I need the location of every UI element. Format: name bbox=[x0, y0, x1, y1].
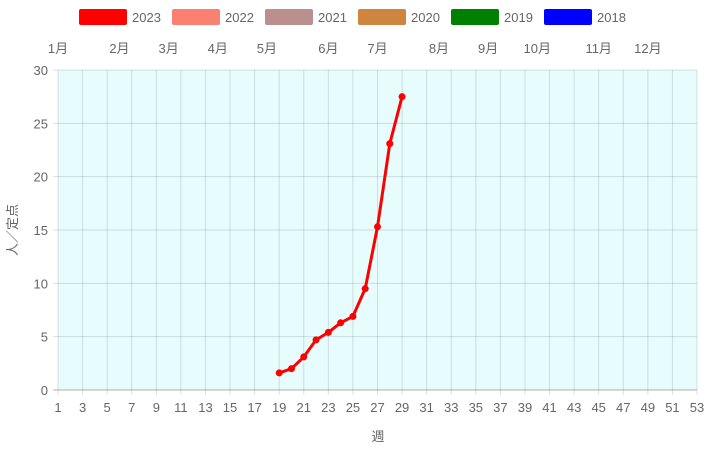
y-tick-label: 30 bbox=[34, 63, 48, 78]
data-point-2023 bbox=[398, 93, 406, 101]
x-tick-label: 43 bbox=[567, 400, 581, 415]
month-tick-label: 1月 bbox=[48, 41, 68, 56]
data-point-2023 bbox=[337, 319, 345, 327]
x-tick-label: 45 bbox=[591, 400, 605, 415]
month-tick-label: 6月 bbox=[318, 41, 338, 56]
x-tick-label: 41 bbox=[542, 400, 556, 415]
x-tick-label: 47 bbox=[616, 400, 630, 415]
x-tick-label: 19 bbox=[272, 400, 286, 415]
month-axis: 1月 2月 3月 4月 5月 6月 7月 8月 9月 10月 11月 12月 bbox=[48, 41, 662, 56]
x-tick-label: 39 bbox=[518, 400, 532, 415]
x-tick-label: 23 bbox=[321, 400, 335, 415]
grid bbox=[53, 69, 698, 395]
y-tick-label: 25 bbox=[34, 116, 48, 131]
x-tick-label: 21 bbox=[297, 400, 311, 415]
month-tick-label: 11月 bbox=[585, 41, 612, 56]
month-tick-label: 12月 bbox=[634, 41, 661, 56]
month-tick-label: 7月 bbox=[367, 41, 387, 56]
x-tick-label: 29 bbox=[395, 400, 409, 415]
x-tick-label: 25 bbox=[346, 400, 360, 415]
x-tick-label: 7 bbox=[128, 400, 135, 415]
legend-swatch-2020 bbox=[358, 9, 406, 25]
x-tick-label: 11 bbox=[174, 400, 188, 415]
x-tick-label: 9 bbox=[153, 400, 160, 415]
x-tick-label: 15 bbox=[223, 400, 237, 415]
x-tick-label: 13 bbox=[198, 400, 212, 415]
y-tick-label: 15 bbox=[34, 223, 48, 238]
x-tick-label: 31 bbox=[419, 400, 433, 415]
y-tick-label: 5 bbox=[41, 330, 48, 345]
legend-swatch-2018 bbox=[544, 9, 592, 25]
legend-swatch-2023 bbox=[79, 9, 127, 25]
data-point-2023 bbox=[275, 369, 283, 377]
y-tick-label: 0 bbox=[41, 383, 48, 398]
y-tick-label: 20 bbox=[34, 170, 48, 185]
x-tick-label: 53 bbox=[690, 400, 704, 415]
data-point-2023 bbox=[312, 336, 320, 344]
legend-swatch-2021 bbox=[265, 9, 313, 25]
series-layer bbox=[275, 93, 406, 377]
legend-label-2021: 2021 bbox=[318, 10, 347, 25]
data-point-2023 bbox=[361, 285, 369, 293]
x-axis-label: 週 bbox=[371, 429, 384, 444]
legend: 2023 2022 2021 2020 2019 2018 bbox=[79, 9, 626, 25]
data-point-2023 bbox=[349, 312, 357, 320]
y-axis: 0 5 10 15 20 25 30 bbox=[34, 63, 48, 398]
data-point-2023 bbox=[386, 140, 394, 148]
x-tick-label: 3 bbox=[79, 400, 86, 415]
data-point-2023 bbox=[374, 223, 381, 231]
x-tick-label: 17 bbox=[247, 400, 261, 415]
legend-label-2020: 2020 bbox=[411, 10, 440, 25]
x-tick-label: 33 bbox=[444, 400, 458, 415]
x-tick-label: 35 bbox=[469, 400, 483, 415]
y-tick-label: 10 bbox=[34, 276, 48, 291]
month-tick-label: 2月 bbox=[109, 41, 129, 56]
month-tick-label: 5月 bbox=[257, 41, 277, 56]
legend-label-2022: 2022 bbox=[225, 10, 254, 25]
legend-swatch-2022 bbox=[172, 9, 220, 25]
x-tick-label: 27 bbox=[370, 400, 384, 415]
month-tick-label: 4月 bbox=[208, 41, 228, 56]
month-tick-label: 8月 bbox=[429, 41, 449, 56]
x-tick-label: 49 bbox=[641, 400, 655, 415]
data-point-2023 bbox=[324, 328, 332, 336]
month-tick-label: 10月 bbox=[524, 41, 551, 56]
x-tick-label: 5 bbox=[104, 400, 111, 415]
legend-label-2018: 2018 bbox=[597, 10, 626, 25]
y-axis-label: 人／定点 bbox=[5, 204, 20, 256]
month-tick-label: 9月 bbox=[478, 41, 498, 56]
x-tick-label: 51 bbox=[665, 400, 679, 415]
data-point-2023 bbox=[300, 353, 308, 361]
legend-label-2023: 2023 bbox=[132, 10, 161, 25]
legend-label-2019: 2019 bbox=[504, 10, 533, 25]
x-tick-label: 37 bbox=[493, 400, 507, 415]
x-axis: 1 3 5 7 9 11 13 15 17 19 21 23 25 27 29 31 33 35 37 39 41 43 4… bbox=[54, 400, 704, 415]
x-tick-label: 1 bbox=[54, 400, 61, 415]
month-tick-label: 3月 bbox=[158, 41, 178, 56]
legend-swatch-2019 bbox=[451, 9, 499, 25]
data-point-2023 bbox=[287, 365, 295, 373]
